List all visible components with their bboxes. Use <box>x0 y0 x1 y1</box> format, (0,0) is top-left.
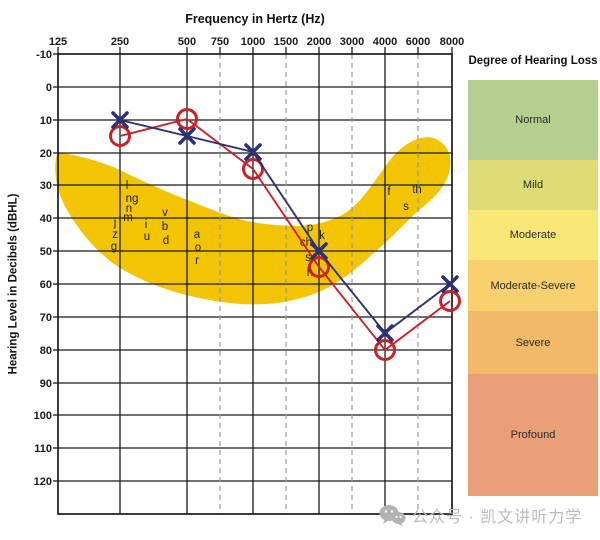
y-tick-label: 120 <box>34 476 52 488</box>
phoneme: s <box>305 252 311 264</box>
y-tick-label: 100 <box>34 410 52 422</box>
legend-band-label: Normal <box>515 114 551 126</box>
y-tick-label: 30 <box>40 180 52 192</box>
phoneme: m <box>123 212 133 224</box>
x-tick-label: 8000 <box>440 36 464 48</box>
top-axis-ticks <box>57 47 453 54</box>
marker-o <box>109 125 131 147</box>
y-tick-label: 10 <box>40 115 52 127</box>
y-tick-label: 40 <box>40 213 52 225</box>
series-x-blue <box>111 111 459 342</box>
dashed-gridlines <box>219 54 419 514</box>
legend-band-profound: Profound <box>468 374 598 496</box>
y-tick-label: 0 <box>46 82 52 94</box>
phoneme: g <box>111 241 117 253</box>
legend-band-mild: Mild <box>468 160 598 210</box>
marker-x <box>310 242 328 260</box>
marker-o <box>176 108 198 130</box>
series-o-red <box>109 108 461 361</box>
vertical-gridlines <box>119 54 386 514</box>
marker-x <box>111 111 129 129</box>
y-tick-label: 20 <box>40 148 52 160</box>
phoneme: j <box>113 217 117 229</box>
horizontal-gridlines <box>58 86 452 482</box>
marker-o <box>242 158 264 180</box>
phoneme: f <box>387 186 391 198</box>
phoneme: d <box>163 235 169 247</box>
x-tick-label: 125 <box>49 36 67 48</box>
phoneme: i <box>145 219 148 231</box>
x-tick-label: 4000 <box>373 36 397 48</box>
legend-title: Degree of Hearing Loss <box>468 55 598 67</box>
legend-band-moderate: Moderate <box>468 210 598 260</box>
series-x-line <box>119 119 451 335</box>
phoneme: b <box>162 221 168 233</box>
y-tick-label: 110 <box>34 443 52 455</box>
phoneme: o <box>195 242 201 254</box>
legend-band-label: Profound <box>510 429 556 441</box>
phoneme: z <box>112 229 118 241</box>
x-tick-label: 1500 <box>274 36 298 48</box>
x-tick-label: 750 <box>211 36 229 48</box>
marker-o <box>374 339 396 361</box>
x-tick-label: 3000 <box>340 36 364 48</box>
x-tick-label: 2000 <box>307 36 331 48</box>
phoneme: n <box>126 203 132 215</box>
x-tick-label: 1000 <box>241 36 265 48</box>
phoneme: ch <box>300 237 312 249</box>
watermark: 公众号 · 凯文讲听力学 <box>379 503 582 527</box>
watermark-text: 公众号 · 凯文讲听力学 <box>412 509 583 526</box>
phoneme: s <box>403 201 409 213</box>
y-tick-label: 90 <box>40 378 52 390</box>
marker-o <box>439 290 461 312</box>
marker-x <box>441 275 459 293</box>
y-axis-title-text: Hearing Level in Decibels (dBHL) <box>7 193 20 375</box>
speech-banana-phonemes: l ng n m j z g i u v b d a o r p k ch s … <box>111 180 422 279</box>
x-tick-label: 6000 <box>406 36 430 48</box>
phoneme: u <box>144 231 150 243</box>
legend-band-label: Moderate <box>509 229 557 241</box>
left-axis-ticks <box>53 53 58 482</box>
marker-o <box>308 256 330 278</box>
legend-band-normal: Normal <box>468 80 598 160</box>
phoneme: v <box>162 207 168 219</box>
y-axis-title: Hearing Level in Decibels (dBHL) <box>0 54 28 514</box>
legend-band-moderate-severe: Moderate-Severe <box>468 260 598 311</box>
phoneme: ng <box>126 193 139 205</box>
phoneme: l <box>126 180 129 192</box>
y-tick-label: -10 <box>36 49 52 61</box>
chart-title: Frequency in Hertz (Hz) <box>185 12 325 26</box>
phoneme: th <box>412 184 422 196</box>
y-tick-label: 60 <box>40 279 52 291</box>
x-tick-label: 250 <box>111 36 129 48</box>
x-tick-labels: 125 250 500 750 1000 1500 2000 3000 4000… <box>49 36 464 48</box>
marker-x <box>178 127 196 145</box>
legend-band-severe: Severe <box>468 311 598 374</box>
y-tick-label: 50 <box>40 246 52 258</box>
phoneme: r <box>195 255 199 267</box>
y-tick-label: 70 <box>40 312 52 324</box>
x-tick-label: 500 <box>178 36 196 48</box>
y-tick-labels: -10 0 10 20 30 40 50 60 70 80 90 100 110… <box>34 49 52 488</box>
y-tick-label: 80 <box>40 345 52 357</box>
legend-band-label: Severe <box>515 336 551 349</box>
marker-x <box>244 143 262 161</box>
marker-x <box>376 324 394 342</box>
phoneme: k <box>319 230 325 242</box>
series-o-line <box>119 117 451 352</box>
legend-band-label: Moderate-Severe <box>490 279 576 292</box>
legend-band-label: Mild <box>522 179 544 191</box>
phoneme: p <box>307 222 313 234</box>
phoneme: a <box>194 229 201 241</box>
wechat-icon <box>379 505 406 526</box>
hearing-loss-legend: Degree of Hearing Loss Normal Mild Moder… <box>468 55 598 496</box>
